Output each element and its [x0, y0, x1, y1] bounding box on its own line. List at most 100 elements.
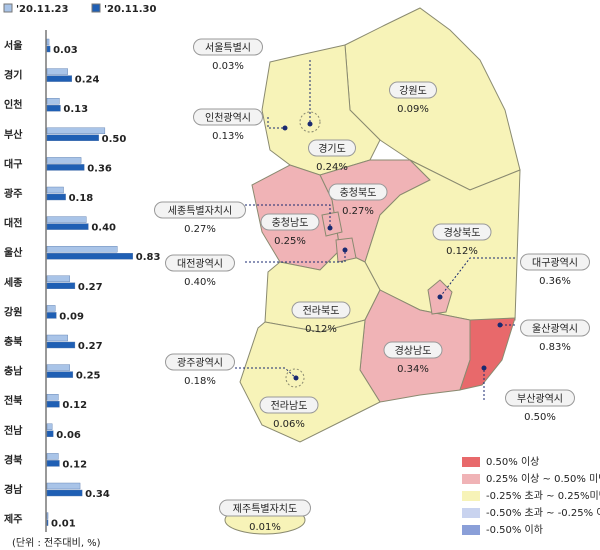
region-change: 0.27%	[342, 206, 374, 217]
category-label: 서울	[4, 39, 22, 52]
legend-label: '20.11.30	[104, 4, 156, 15]
callout-box	[193, 38, 263, 56]
bar	[46, 519, 49, 526]
category-label: 전남	[4, 424, 23, 437]
region-name: 충청남도	[272, 217, 309, 229]
category-label: 제주	[4, 513, 22, 526]
value-label: 0.03	[53, 45, 78, 56]
category-label: 광주	[4, 188, 22, 200]
region-change: 0.50%	[524, 412, 556, 423]
unit-note: (단위 : 전주대비, %)	[12, 536, 101, 549]
value-label: 0.12	[62, 459, 87, 470]
map-legend-swatch	[462, 525, 480, 535]
map-legend-label: -0.25% 초과 ~ 0.25%미만	[486, 490, 600, 502]
location-dot	[293, 375, 299, 381]
bar	[46, 193, 66, 201]
bar	[46, 245, 118, 253]
callout-box	[165, 254, 235, 272]
region-name: 충청북도	[340, 187, 377, 199]
bar	[46, 453, 59, 460]
bar	[46, 127, 106, 135]
value-label: 0.25	[76, 371, 101, 382]
callout-box	[291, 301, 351, 319]
region-change: 0.01%	[249, 522, 281, 533]
bar-chart: '20.11.23 '20.11.30 서울 0.03 경기 0.24 인천 0.13 부산 0.…	[3, 3, 161, 532]
bar	[46, 252, 133, 260]
bar	[46, 216, 87, 223]
value-label: 0.27	[78, 282, 103, 293]
value-label: 0.27	[78, 341, 103, 352]
callout-box	[193, 108, 263, 126]
region-change: 0.40%	[184, 277, 216, 288]
callout-box	[165, 353, 235, 371]
category-label: 강원	[4, 305, 22, 318]
bar	[46, 482, 81, 490]
category-label: 경남	[4, 483, 23, 496]
region-change: 0.12%	[446, 246, 478, 257]
category-label: 충남	[4, 365, 23, 378]
value-label: 0.50	[102, 134, 127, 145]
bar	[46, 512, 49, 519]
category-label: 세종	[4, 276, 22, 289]
bar	[46, 275, 70, 282]
bar	[46, 38, 50, 46]
callout-box	[383, 341, 443, 359]
callout-box	[520, 319, 590, 337]
value-label: 0.34	[85, 489, 110, 500]
category-label: 전북	[4, 394, 22, 407]
location-dot	[497, 322, 503, 328]
bar	[46, 394, 59, 401]
value-label: 0.36	[87, 163, 112, 174]
callout-box	[328, 183, 388, 201]
legend-label: '20.11.23	[16, 4, 68, 15]
category-label: 대전	[4, 217, 22, 230]
location-dot	[481, 365, 487, 371]
bar	[46, 75, 72, 82]
region-name: 광주광역시	[177, 357, 223, 369]
region-change: 0.36%	[539, 276, 571, 287]
region-name: 부산광역시	[517, 393, 563, 405]
region-change: 0.03%	[212, 61, 244, 72]
callout-box	[389, 81, 437, 99]
region-change: 0.27%	[184, 224, 216, 235]
region-name: 서울특별시	[205, 42, 251, 54]
callout-box	[432, 223, 492, 241]
callout-box	[219, 499, 311, 517]
bar	[46, 45, 51, 53]
bar	[46, 334, 68, 342]
region-sejong	[321, 211, 343, 237]
value-label: 0.09	[59, 311, 84, 322]
region-name: 제주특별자치도	[233, 503, 297, 515]
category-label: 경기	[4, 69, 22, 82]
region-name: 울산광역시	[532, 323, 578, 335]
map-legend-label: -0.50% 이하	[486, 523, 543, 536]
leader-line	[245, 204, 331, 228]
location-dot	[282, 125, 288, 131]
value-label: 0.24	[75, 75, 100, 86]
legend-swatch	[3, 3, 13, 13]
category-label: 대구	[4, 157, 22, 170]
region-change: 0.13%	[212, 131, 244, 142]
leader-line	[235, 367, 297, 379]
location-dot	[327, 225, 333, 231]
legend-swatch	[91, 3, 101, 13]
bar	[46, 164, 85, 171]
location-dot	[307, 121, 313, 127]
bar	[46, 223, 89, 230]
region-name: 세종특별자치시	[168, 205, 232, 217]
region-name: 인천광역시	[205, 112, 251, 124]
value-label: 0.01	[51, 519, 76, 530]
bar	[46, 423, 53, 430]
region-name: 경상남도	[395, 344, 432, 357]
region-jeonnam	[239, 319, 381, 443]
region-name: 전라남도	[271, 400, 308, 412]
region-name: 경기도	[318, 142, 346, 155]
leader-line	[245, 250, 346, 263]
value-label: 0.12	[62, 400, 87, 411]
bar	[46, 134, 99, 142]
region-change: 0.09%	[397, 104, 429, 115]
value-label: 0.83	[136, 252, 161, 263]
bar	[46, 186, 64, 194]
bar	[46, 312, 57, 319]
